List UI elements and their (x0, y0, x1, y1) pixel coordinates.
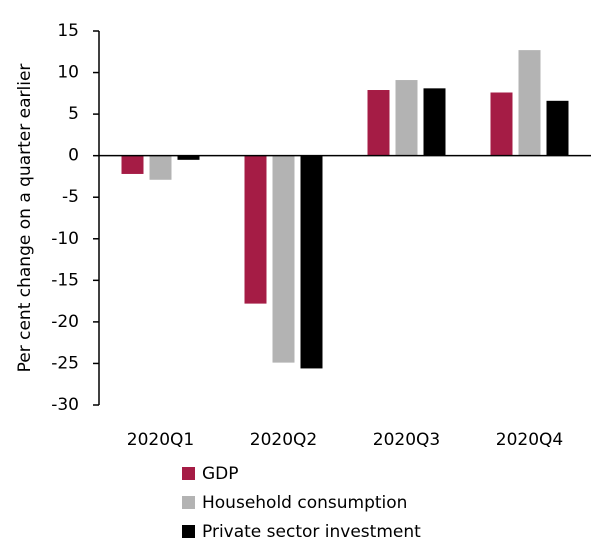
bar (149, 155, 172, 180)
legend-swatch (182, 467, 195, 480)
y-tick-label: 10 (57, 63, 79, 83)
x-tick-label: 2020Q3 (373, 430, 440, 450)
bar (546, 100, 569, 156)
legend-swatch (182, 525, 195, 538)
y-tick-label: 0 (68, 146, 79, 166)
y-tick-label: -20 (51, 312, 79, 332)
bar (244, 155, 267, 304)
y-tick-label: -10 (51, 229, 79, 249)
y-tick-label: -15 (51, 270, 79, 290)
bar (272, 155, 295, 363)
x-tick-label: 2020Q1 (127, 430, 194, 450)
x-tick-label: 2020Q4 (496, 430, 563, 450)
bar (395, 80, 418, 156)
bar (177, 155, 200, 160)
legend-label: Private sector investment (202, 522, 421, 542)
y-tick-label: -25 (51, 353, 79, 373)
y-tick-label: 5 (68, 104, 79, 124)
y-tick-label: -5 (62, 187, 79, 207)
bar (121, 155, 144, 174)
y-tick-label: 15 (57, 21, 79, 41)
bar (518, 50, 541, 156)
legend-swatch (182, 496, 195, 509)
bar (423, 88, 446, 156)
bar (490, 92, 513, 156)
y-axis-label: Per cent change on a quarter earlier (15, 64, 35, 373)
bar (367, 90, 390, 156)
legend-label: Household consumption (202, 493, 407, 513)
legend-label: GDP (202, 464, 239, 484)
bar (300, 155, 323, 369)
y-tick-label: -30 (51, 395, 79, 415)
x-tick-label: 2020Q2 (250, 430, 317, 450)
